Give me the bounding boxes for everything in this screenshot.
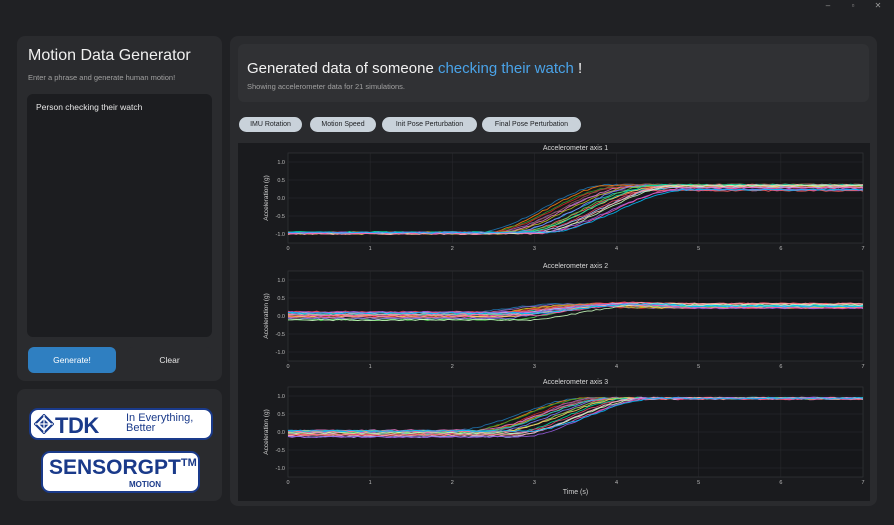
x-axis-label: Time (s) [563, 489, 588, 496]
tab-motion-speed[interactable]: Motion Speed [310, 117, 376, 132]
output-panel: Generated data of someone checking their… [230, 36, 877, 506]
close-icon[interactable]: ✕ [874, 1, 882, 10]
series-line [287, 188, 864, 234]
plot-title: Accelerometer axis 3 [543, 379, 608, 386]
y-tick-label: 1.0 [277, 394, 285, 400]
plot-title: Accelerometer axis 1 [543, 145, 608, 152]
y-tick-label: 1.0 [277, 160, 285, 166]
series-line [287, 397, 864, 433]
tab-init-pose-perturbation[interactable]: Init Pose Perturbation [382, 117, 477, 132]
x-tick-label: 5 [697, 246, 700, 252]
y-axis-label: Acceleration (g) [263, 175, 270, 221]
generate-button[interactable]: Generate! [28, 347, 116, 373]
x-tick-label: 1 [369, 480, 372, 486]
y-tick-label: 1.0 [277, 278, 285, 284]
x-tick-label: 1 [369, 246, 372, 252]
x-tick-label: 6 [779, 480, 782, 486]
x-tick-label: 3 [533, 364, 536, 370]
x-tick-label: 0 [286, 480, 289, 486]
logo-panel: TDK In Everything, Better SENSORGPTTM MO… [17, 389, 222, 501]
app-title: Motion Data Generator [28, 47, 191, 64]
plots-svg: Accelerometer axis 1 1.0 0.5 0.0 -0.5 -1.0 0 1 2… [263, 145, 865, 496]
x-tick-label: 5 [697, 480, 700, 486]
result-heading: Generated data of someone checking their… [247, 60, 583, 77]
tdk-name: TDK [55, 413, 99, 438]
prompt-input[interactable]: Person checking their watch [27, 94, 212, 337]
input-panel: Motion Data Generator Enter a phrase and… [17, 36, 222, 381]
y-axis-label: Acceleration (g) [263, 293, 270, 339]
accelerometer-plots: Accelerometer axis 1 1.0 0.5 0.0 -0.5 -1.0 0 1 2… [238, 143, 870, 501]
y-tick-label: -1.0 [276, 350, 285, 356]
x-tick-label: 7 [861, 246, 864, 252]
clear-button[interactable]: Clear [127, 347, 212, 373]
y-tick-label: 0.5 [277, 296, 285, 302]
x-tick-label: 7 [861, 480, 864, 486]
x-tick-label: 2 [451, 480, 454, 486]
activity-highlight: checking their watch [437, 60, 574, 77]
tab-imu-rotation[interactable]: IMU Rotation [239, 117, 302, 132]
y-axis-label: Acceleration (g) [263, 409, 270, 455]
series-line [287, 303, 864, 315]
x-tick-label: 2 [451, 364, 454, 370]
tdk-logo: TDK In Everything, Better [29, 408, 213, 440]
x-tick-label: 4 [615, 480, 618, 486]
y-tick-label: -0.5 [276, 448, 285, 454]
plot-title: Accelerometer axis 2 [543, 263, 608, 270]
x-tick-label: 3 [533, 246, 536, 252]
series-line [287, 302, 864, 322]
result-header: Generated data of someone checking their… [238, 44, 869, 102]
y-tick-label: -1.0 [276, 466, 285, 472]
x-tick-label: 4 [615, 364, 618, 370]
x-tick-label: 2 [451, 246, 454, 252]
tdk-tagline: In Everything, Better [126, 412, 194, 434]
sensorgpt-name: SENSORGPTTM [49, 456, 197, 479]
y-tick-label: -0.5 [276, 332, 285, 338]
y-tick-label: -0.5 [276, 214, 285, 220]
x-tick-label: 1 [369, 364, 372, 370]
x-tick-label: 5 [697, 364, 700, 370]
series-line [287, 397, 864, 436]
x-tick-label: 7 [861, 364, 864, 370]
series-line [287, 303, 864, 317]
x-tick-label: 4 [615, 246, 618, 252]
app-subtitle: Enter a phrase and generate human motion… [28, 73, 176, 82]
y-tick-label: 0.5 [277, 178, 285, 184]
y-tick-label: 0.0 [277, 430, 285, 436]
y-tick-label: 0.0 [277, 196, 285, 202]
x-tick-label: 6 [779, 364, 782, 370]
x-tick-label: 0 [286, 246, 289, 252]
x-tick-label: 0 [286, 364, 289, 370]
title-bar: – ▫ ✕ [0, 0, 894, 14]
sensorgpt-sub: MOTION [129, 480, 161, 489]
x-tick-label: 3 [533, 480, 536, 486]
maximize-icon[interactable]: ▫ [851, 1, 855, 10]
y-tick-label: 0.0 [277, 314, 285, 320]
sensorgpt-logo: SENSORGPTTM MOTION [41, 451, 200, 493]
result-description: Showing accelerometer data for 21 simula… [247, 82, 405, 91]
y-tick-label: -1.0 [276, 232, 285, 238]
y-tick-label: 0.5 [277, 412, 285, 418]
tab-final-pose-perturbation[interactable]: Final Pose Perturbation [482, 117, 581, 132]
x-tick-label: 6 [779, 246, 782, 252]
prompt-text: Person checking their watch [36, 102, 143, 112]
tdk-mark-icon [34, 414, 54, 434]
minimize-icon[interactable]: – [825, 1, 831, 10]
